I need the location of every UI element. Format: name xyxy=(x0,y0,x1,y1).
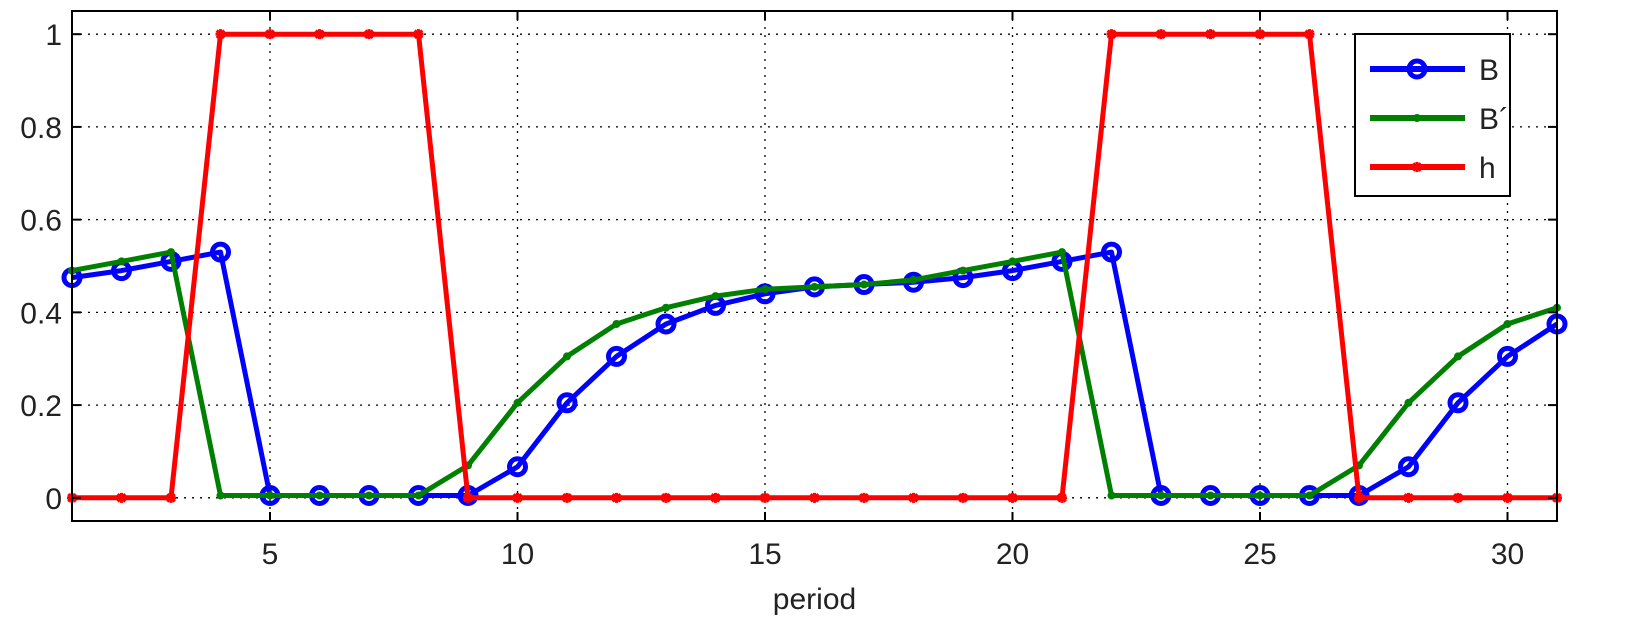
data-point xyxy=(513,398,522,407)
data-point xyxy=(414,491,423,500)
data-point xyxy=(612,319,621,328)
data-point xyxy=(413,29,424,40)
data-point xyxy=(711,292,720,301)
data-point xyxy=(1354,492,1364,503)
data-point xyxy=(365,491,373,500)
data-point xyxy=(266,491,274,500)
data-point xyxy=(210,241,231,263)
data-point xyxy=(1305,491,1314,500)
data-point xyxy=(463,492,473,503)
data-point xyxy=(809,492,820,503)
data-point xyxy=(611,492,622,503)
data-point xyxy=(1007,492,1018,503)
data-point xyxy=(1497,345,1518,367)
data-point xyxy=(167,248,175,257)
legend-marker xyxy=(1406,58,1428,80)
data-point xyxy=(364,29,374,40)
data-point xyxy=(562,492,572,503)
x-tick-label: 20 xyxy=(996,538,1029,571)
series-2 xyxy=(67,29,1562,503)
data-point xyxy=(1403,492,1414,503)
y-tick-label: 1 xyxy=(45,19,62,52)
data-point xyxy=(1503,319,1512,328)
data-point xyxy=(810,282,819,291)
data-point xyxy=(216,491,225,500)
series-1 xyxy=(68,248,1561,500)
x-axis-label: period xyxy=(773,583,856,616)
y-tick-label: 0 xyxy=(45,483,62,516)
data-point xyxy=(1008,257,1017,266)
data-point xyxy=(760,492,770,503)
data-point xyxy=(315,491,324,500)
data-point xyxy=(761,285,769,294)
data-point xyxy=(959,266,967,275)
data-point xyxy=(1447,392,1469,414)
data-point xyxy=(314,29,325,40)
data-point xyxy=(662,303,670,312)
data-point xyxy=(512,492,523,503)
y-tick-label: 0.8 xyxy=(20,112,62,145)
data-point xyxy=(1502,492,1513,503)
data-point xyxy=(265,29,275,40)
data-point xyxy=(1398,456,1419,478)
series-lines xyxy=(61,29,1568,506)
x-tick-label: 15 xyxy=(748,538,781,571)
data-point xyxy=(606,345,627,367)
data-point xyxy=(1106,29,1117,40)
x-tick-label: 5 xyxy=(262,538,279,571)
data-point xyxy=(507,456,528,478)
data-point xyxy=(859,492,869,503)
data-point xyxy=(1256,491,1264,500)
data-point xyxy=(1304,29,1315,40)
y-tick-label: 0.2 xyxy=(20,390,62,423)
y-tick-label: 0.4 xyxy=(20,297,62,330)
legend-label: h xyxy=(1479,152,1496,185)
x-tick-label: 25 xyxy=(1243,538,1276,571)
data-point xyxy=(1107,491,1116,500)
grid-lines xyxy=(72,11,1557,521)
data-point xyxy=(1404,398,1413,407)
data-point xyxy=(1157,491,1165,500)
legend-marker xyxy=(1413,114,1421,122)
data-point xyxy=(710,492,721,503)
plot-area-frame xyxy=(71,10,1558,522)
legend: B B´ h xyxy=(1354,33,1511,197)
y-tick-label: 0.6 xyxy=(20,205,62,238)
legend-label: B xyxy=(1479,54,1499,87)
data-point xyxy=(563,352,571,361)
data-point xyxy=(1206,491,1215,500)
data-point xyxy=(1453,492,1463,503)
x-tick-label: 10 xyxy=(501,538,534,571)
data-point xyxy=(1057,492,1067,503)
data-point xyxy=(1156,29,1166,40)
data-point xyxy=(958,492,968,503)
axis-ticks: 5 10 15 20 25 30 0 0.2 0.4 0.6 0.8 1 xyxy=(20,11,1557,571)
data-point xyxy=(655,313,677,335)
legend-label: B´ xyxy=(1479,103,1509,136)
x-tick-label: 30 xyxy=(1491,538,1524,571)
data-point xyxy=(556,392,578,414)
data-point xyxy=(661,492,671,503)
data-point xyxy=(1058,248,1066,257)
data-point xyxy=(1255,29,1265,40)
data-point xyxy=(908,492,919,503)
series-line xyxy=(72,31,1557,501)
data-point xyxy=(1101,241,1122,263)
data-point xyxy=(1205,29,1216,40)
data-point xyxy=(909,275,918,284)
data-point xyxy=(117,257,126,266)
data-point xyxy=(1454,352,1462,361)
legend-marker xyxy=(1412,162,1422,172)
data-point xyxy=(116,492,127,503)
data-point xyxy=(166,492,176,503)
data-point xyxy=(215,29,226,40)
data-point xyxy=(860,280,868,289)
